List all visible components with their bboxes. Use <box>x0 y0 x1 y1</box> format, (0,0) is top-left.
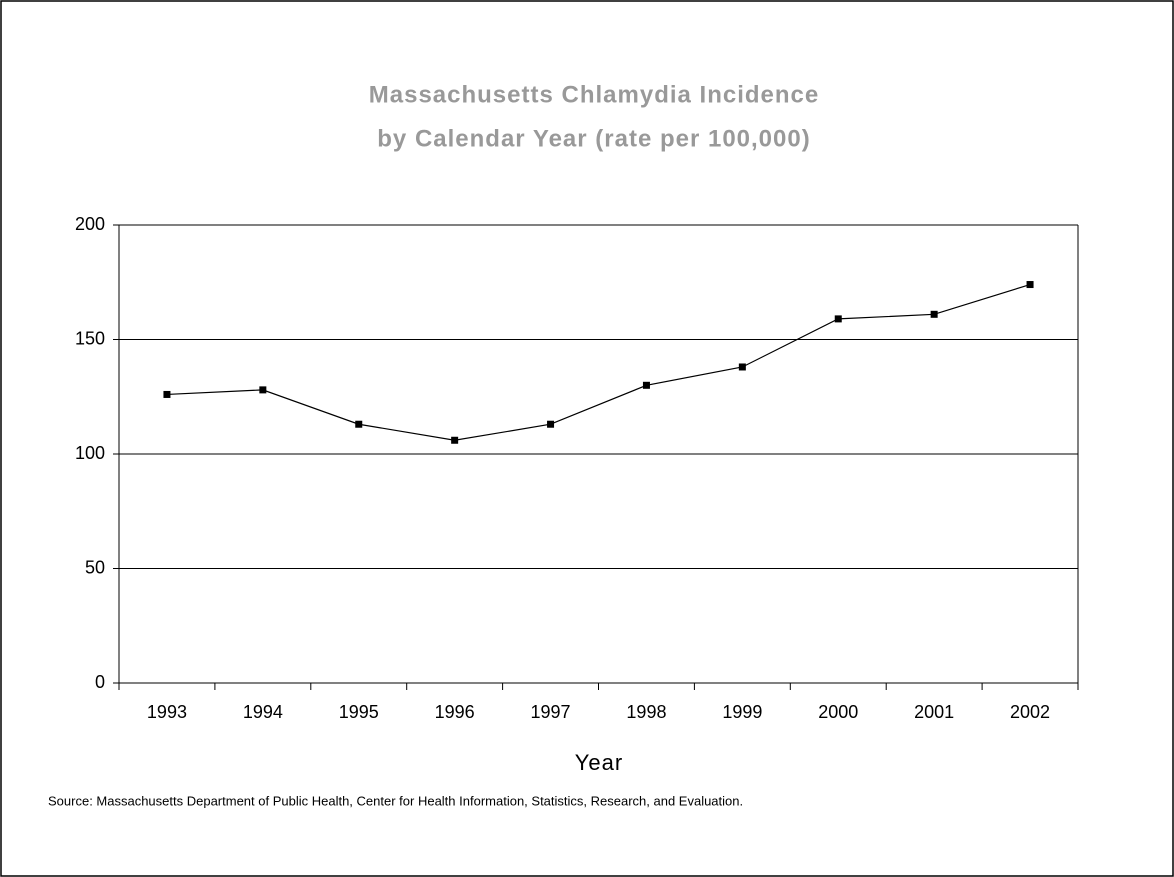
marker <box>642 381 650 389</box>
x-tick-label: 1997 <box>531 702 571 722</box>
x-tick-label: 1996 <box>435 702 475 722</box>
marker <box>930 310 938 318</box>
line <box>166 283 1031 441</box>
y-tick-label: 150 <box>75 328 105 348</box>
x-tick-label: 1998 <box>626 702 666 722</box>
y-tick-label: 50 <box>85 557 105 577</box>
marker <box>738 363 746 371</box>
x-tick-label: 1995 <box>339 702 379 722</box>
marker <box>1026 281 1034 289</box>
x-tick-label: 1993 <box>147 702 187 722</box>
marker <box>834 315 842 323</box>
x-axis-title: Year <box>575 750 623 775</box>
marker <box>355 420 363 428</box>
chart-subtitle: by Calendar Year (rate per 100,000) <box>377 125 810 152</box>
y-tick-label: 100 <box>75 443 105 463</box>
x-tick-label: 1999 <box>722 702 762 722</box>
marker <box>259 386 267 394</box>
x-tick-label: 2001 <box>914 702 954 722</box>
marker <box>163 390 171 398</box>
source-note: Source: Massachusetts Department of Publ… <box>48 793 743 808</box>
marker <box>547 420 555 428</box>
y-tick-label: 200 <box>75 214 105 234</box>
x-tick-label: 2002 <box>1010 702 1050 722</box>
y-tick-label: 0 <box>95 672 105 692</box>
x-tick-label: 2000 <box>818 702 858 722</box>
marker <box>451 436 459 444</box>
chart-title: Massachusetts Chlamydia Incidence <box>369 81 820 108</box>
x-tick-label: 1994 <box>243 702 283 722</box>
